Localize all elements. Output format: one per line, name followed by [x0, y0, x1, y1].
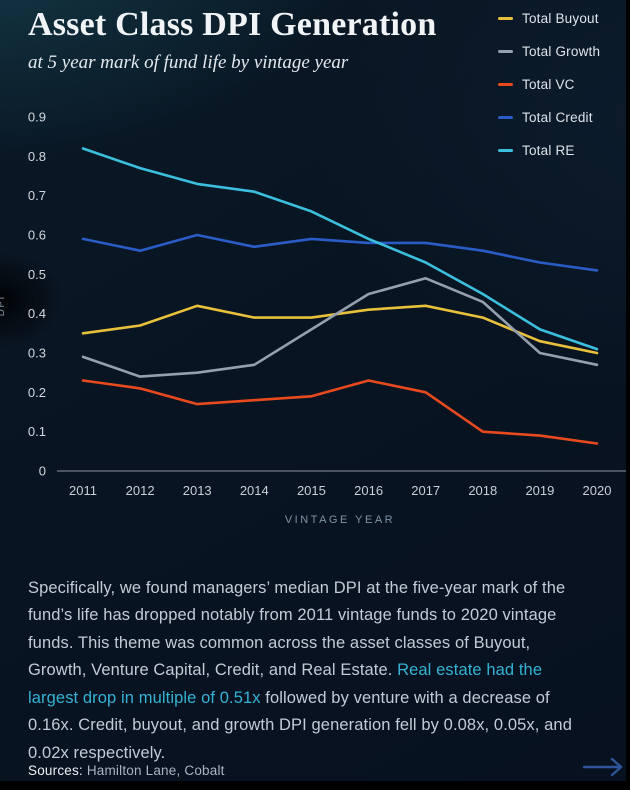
- sources-value: Hamilton Lane, Cobalt: [82, 763, 225, 778]
- svg-text:2020: 2020: [583, 483, 612, 498]
- chart-legend: Total Buyout Total Growth Total VC Total…: [498, 8, 600, 173]
- svg-text:2011: 2011: [69, 483, 97, 498]
- svg-text:2014: 2014: [240, 483, 269, 498]
- svg-text:2017: 2017: [411, 483, 440, 498]
- svg-text:0.2: 0.2: [28, 385, 46, 400]
- analysis-paragraph: Specifically, we found managers’ median …: [28, 575, 584, 768]
- svg-text:2013: 2013: [183, 483, 212, 498]
- svg-text:2012: 2012: [126, 483, 155, 498]
- bottom-edge-bar: [0, 781, 630, 790]
- svg-text:0.8: 0.8: [28, 149, 46, 164]
- svg-text:2018: 2018: [468, 483, 497, 498]
- re-line-swatch-icon: [498, 148, 513, 152]
- legend-label: Total Growth: [522, 43, 601, 59]
- legend-item-total-growth: Total Growth: [498, 41, 600, 61]
- svg-text:0.3: 0.3: [28, 346, 46, 361]
- buyout-line-swatch-icon: [498, 16, 513, 20]
- sources-line: Sources: Hamilton Lane, Cobalt: [28, 763, 225, 778]
- svg-text:0.9: 0.9: [28, 110, 46, 125]
- legend-label: Total RE: [522, 142, 575, 158]
- svg-text:0.7: 0.7: [28, 188, 46, 203]
- paragraph-text: Specifically, we found managers’ median …: [28, 578, 566, 680]
- legend-label: Total VC: [522, 76, 575, 92]
- svg-text:0.5: 0.5: [28, 267, 46, 282]
- right-edge-bar: [626, 0, 630, 790]
- credit-line-swatch-icon: [498, 115, 513, 119]
- dpi-line-chart-svg: 0 0.1 0.2 0.3 0.4 0.5 0.6 0.7 0.8 0.9 2011 2012 2013…: [0, 110, 630, 526]
- svg-text:DPI: DPI: [0, 295, 7, 316]
- legend-label: Total Buyout: [522, 10, 599, 26]
- paragraph-text: followed by venture with a decrease of 0…: [28, 688, 572, 762]
- legend-item-total-re: Total RE: [498, 140, 600, 160]
- svg-text:2016: 2016: [354, 483, 383, 498]
- vc-line-swatch-icon: [498, 82, 513, 86]
- svg-text:VINTAGE YEAR: VINTAGE YEAR: [285, 514, 395, 526]
- dpi-line-chart: 0 0.1 0.2 0.3 0.4 0.5 0.6 0.7 0.8 0.9 2011 2012 2013…: [0, 100, 630, 530]
- page-title: Asset Class DPI Generation: [28, 6, 437, 43]
- svg-text:2019: 2019: [525, 483, 554, 498]
- sources-label: Sources:: [28, 763, 83, 778]
- next-arrow-icon[interactable]: [582, 756, 626, 778]
- page-subtitle: at 5 year mark of fund life by vintage y…: [28, 52, 349, 73]
- svg-text:0.6: 0.6: [28, 228, 46, 243]
- svg-text:0.1: 0.1: [28, 424, 46, 439]
- legend-item-total-vc: Total VC: [498, 74, 600, 94]
- paragraph-highlight-text: Real estate had the largest drop in mult…: [28, 661, 543, 707]
- growth-line-swatch-icon: [498, 49, 513, 53]
- svg-text:0: 0: [39, 464, 46, 479]
- svg-text:0.4: 0.4: [28, 306, 46, 321]
- legend-item-total-buyout: Total Buyout: [498, 8, 600, 28]
- legend-label: Total Credit: [522, 109, 593, 125]
- legend-item-total-credit: Total Credit: [498, 107, 600, 127]
- svg-text:2015: 2015: [297, 483, 326, 498]
